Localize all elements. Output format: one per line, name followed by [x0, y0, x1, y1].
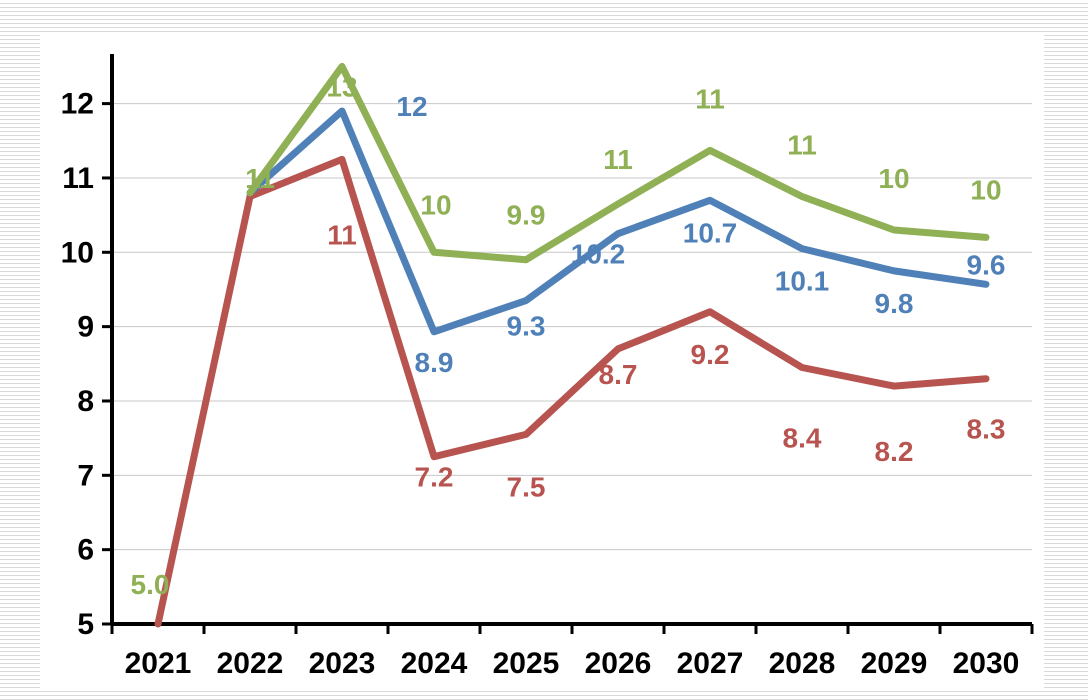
x-tick-label: 2030 — [953, 647, 1020, 680]
data-label: 11 — [787, 130, 817, 161]
y-tick-label: 5 — [77, 608, 94, 641]
data-label: 7.5 — [507, 471, 546, 502]
data-label: 10 — [970, 174, 1001, 205]
data-label: 9.8 — [875, 288, 914, 319]
chart-panel: 5 6 7 8 9 10 11 12 2021 2022 2023 2024 2025 2026 2027… — [40, 34, 1044, 688]
data-label: 9.9 — [507, 200, 546, 231]
series-lines — [154, 62, 990, 628]
data-label: 11 — [695, 83, 725, 114]
x-tick-label: 2021 — [125, 647, 192, 680]
data-label: 12 — [396, 91, 427, 122]
y-tick-label: 10 — [61, 236, 94, 269]
data-label: 11 — [245, 163, 275, 194]
data-label: 5.0 — [131, 569, 170, 600]
data-label: 10 — [878, 163, 909, 194]
x-tick-label: 2029 — [861, 647, 928, 680]
x-axis-ticks: 2021 2022 2023 2024 2025 2026 2027 2028 2029 2030 — [110, 624, 1034, 680]
y-tick-label: 8 — [77, 385, 94, 418]
data-label: 8.7 — [599, 359, 638, 390]
data-label: 10 — [420, 189, 451, 220]
y-tick-label: 6 — [77, 534, 94, 567]
y-axis-ticks: 5 6 7 8 9 10 11 12 — [61, 88, 112, 641]
data-labels: 5.0 11 13 10 9.9 11 11 11 10 10 12 8.9 9.3 10.2 10.7 10… — [131, 71, 1006, 600]
x-tick-label: 2025 — [493, 647, 560, 680]
data-label: 11 — [603, 144, 633, 175]
x-tick-label: 2024 — [401, 647, 468, 680]
axes — [110, 54, 1032, 626]
y-tick-label: 12 — [61, 88, 94, 121]
x-tick-label: 2023 — [309, 647, 376, 680]
series-line-2 — [154, 155, 990, 628]
data-label: 8.3 — [967, 414, 1006, 445]
series-line-0 — [246, 62, 990, 264]
data-label: 10.2 — [571, 239, 626, 270]
y-tick-label: 11 — [62, 162, 94, 195]
data-label: 9.3 — [507, 311, 546, 342]
data-label: 13 — [326, 71, 357, 102]
data-label: 11 — [327, 219, 357, 250]
x-tick-label: 2027 — [677, 647, 744, 680]
x-tick-label: 2026 — [585, 647, 652, 680]
data-label: 7.2 — [415, 462, 454, 493]
data-label: 9.2 — [691, 339, 730, 370]
data-label: 8.9 — [415, 347, 454, 378]
data-label: 10.7 — [683, 217, 738, 248]
series-line-1 — [246, 107, 990, 336]
x-tick-label: 2028 — [769, 647, 836, 680]
data-label: 8.4 — [783, 423, 822, 454]
x-tick-label: 2022 — [217, 647, 284, 680]
data-label: 8.2 — [875, 436, 914, 467]
data-label: 9.6 — [967, 249, 1006, 280]
data-label: 10.1 — [775, 266, 830, 297]
y-tick-label: 7 — [77, 459, 94, 492]
line-chart: 5 6 7 8 9 10 11 12 2021 2022 2023 2024 2025 2026 2027… — [61, 54, 1034, 680]
y-tick-label: 9 — [77, 311, 94, 344]
